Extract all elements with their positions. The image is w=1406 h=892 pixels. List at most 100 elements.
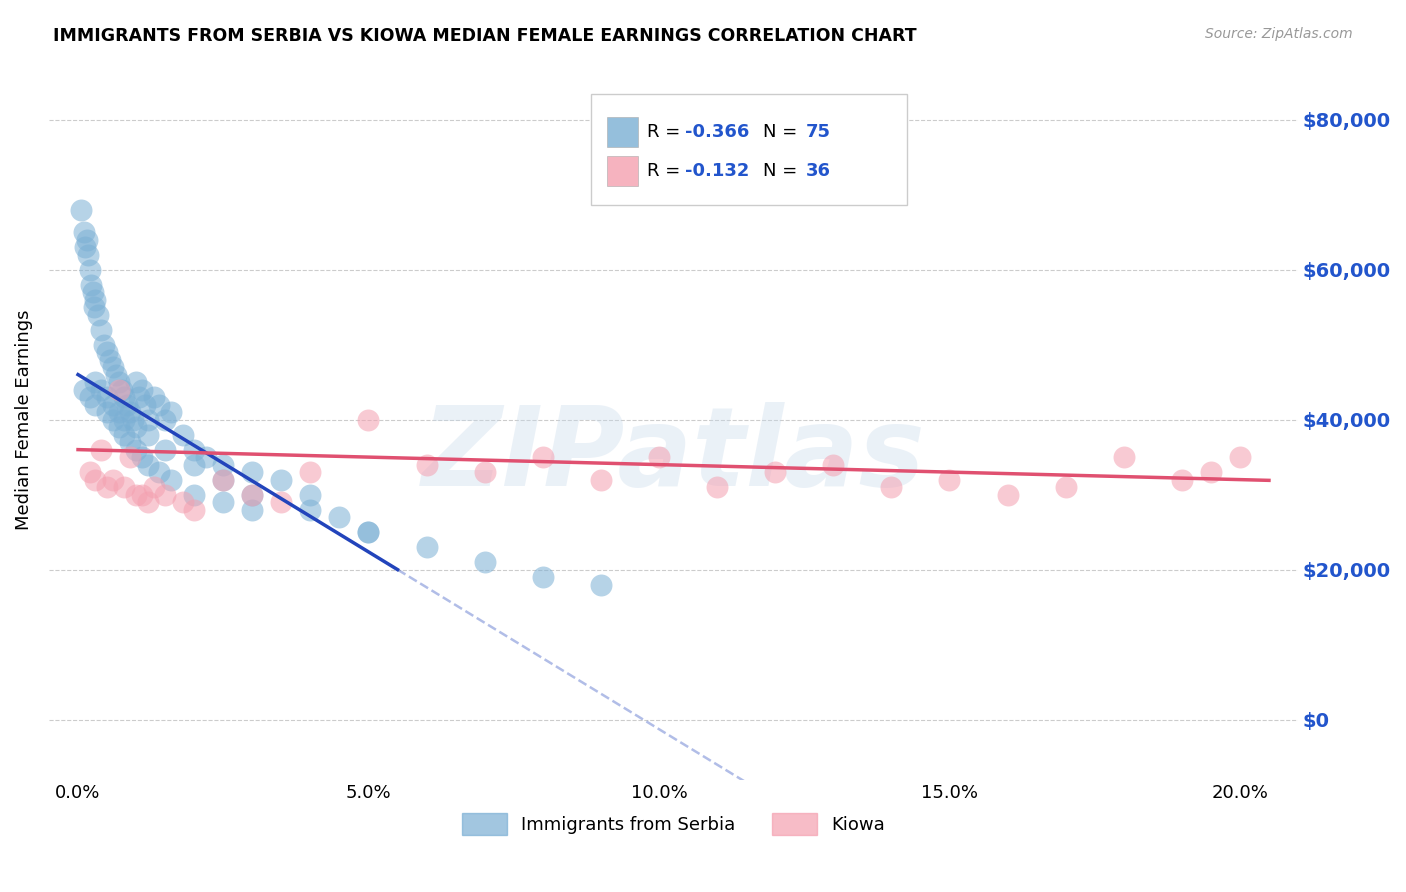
Point [148,398,170,412]
Point [114,480,136,494]
Point [1199,465,1222,479]
Point [107,375,129,389]
Point [96,345,118,359]
Point [84,473,107,487]
Point [153,442,176,457]
Point [128,390,150,404]
Point [101,473,124,487]
Point [160,405,183,419]
Point [531,450,554,464]
Point [96,390,118,404]
Point [142,480,165,494]
Text: 75: 75 [806,123,831,141]
Text: IMMIGRANTS FROM SERBIA VS KIOWA MEDIAN FEMALE EARNINGS CORRELATION CHART: IMMIGRANTS FROM SERBIA VS KIOWA MEDIAN F… [53,27,917,45]
Text: 36: 36 [806,162,831,180]
Point [79,465,101,479]
Point [125,442,148,457]
Point [212,495,235,509]
Point [107,405,129,419]
Text: ZIPatlas: ZIPatlas [422,402,925,509]
Point [84,398,107,412]
Point [90,442,112,457]
Y-axis label: Median Female Earnings: Median Female Earnings [15,310,32,530]
Point [415,458,437,472]
Point [299,502,322,516]
Point [270,495,292,509]
Point [153,412,176,426]
Point [76,233,98,247]
Point [880,480,903,494]
Point [77,247,100,261]
Point [101,360,124,375]
Point [96,480,118,494]
Point [172,427,194,442]
Point [114,390,136,404]
Point [93,337,115,351]
Point [240,502,263,516]
Point [90,383,112,397]
Point [110,383,132,397]
Point [142,390,165,404]
Point [823,458,845,472]
Point [134,398,156,412]
Point [79,390,101,404]
Point [589,577,612,591]
Point [80,277,103,292]
Point [70,202,93,217]
Point [240,465,263,479]
Text: -0.366: -0.366 [685,123,749,141]
Point [415,540,437,554]
Point [160,473,183,487]
Point [114,412,136,426]
Point [114,427,136,442]
Point [84,293,107,307]
Point [131,450,153,464]
Point [107,420,129,434]
Point [96,405,118,419]
Text: -0.132: -0.132 [685,162,749,180]
Text: Source: ZipAtlas.com: Source: ZipAtlas.com [1205,27,1353,41]
Point [357,525,380,540]
Text: N =: N = [763,123,803,141]
Point [104,368,127,382]
Point [240,487,263,501]
Point [73,225,96,239]
Point [299,465,322,479]
Point [1171,473,1194,487]
Point [183,442,205,457]
Point [357,525,380,540]
Point [270,473,292,487]
Point [79,262,101,277]
Point [73,383,96,397]
Point [125,487,148,501]
Point [183,502,205,516]
Point [589,473,612,487]
Point [648,450,671,464]
Point [938,473,960,487]
Point [1054,480,1077,494]
Point [101,412,124,426]
Point [136,495,159,509]
Point [763,465,786,479]
Point [125,420,148,434]
Point [82,285,104,299]
Point [83,300,105,314]
Point [474,465,496,479]
Point [212,458,235,472]
Point [117,398,139,412]
Point [212,473,235,487]
Text: R =: R = [647,123,686,141]
Point [131,383,153,397]
Point [1112,450,1135,464]
Point [98,352,121,367]
Point [84,375,107,389]
Point [107,383,129,397]
Point [357,412,380,426]
Point [997,487,1019,501]
Point [90,323,112,337]
Point [240,487,263,501]
Point [73,240,96,254]
Point [153,487,176,501]
Text: N =: N = [763,162,803,180]
Point [148,465,170,479]
